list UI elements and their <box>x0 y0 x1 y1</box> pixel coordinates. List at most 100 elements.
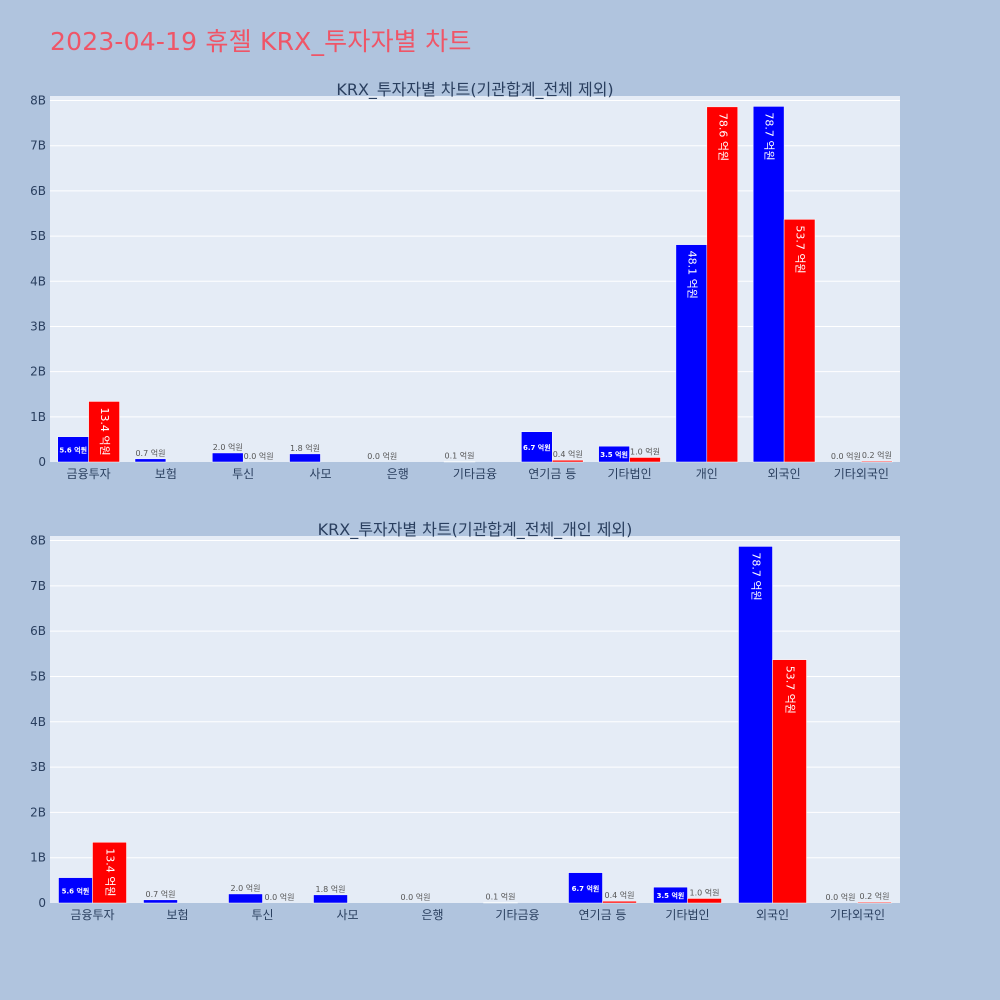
y-tick-label: 7B <box>30 579 46 593</box>
data-label: 5.6 억원 <box>59 445 87 454</box>
bar <box>653 886 688 904</box>
data-label: 0.4 억원 <box>605 890 635 900</box>
y-tick-label: 4B <box>30 715 46 729</box>
bar <box>134 458 167 463</box>
bar <box>706 106 738 463</box>
x-tick-label: 기타금융 <box>495 908 539 922</box>
data-label: 6.7 억원 <box>572 884 600 893</box>
x-tick-label: 보험 <box>166 908 188 922</box>
x-tick-label: 연기금 등 <box>579 908 627 922</box>
page-title: 2023-04-19 휴젤 KRX_투자자별 차트 <box>50 27 472 56</box>
data-label: 13.4 억원 <box>98 407 111 455</box>
y-tick-label: 1B <box>30 410 46 424</box>
bar <box>857 901 892 904</box>
y-tick-label: 5B <box>30 669 46 683</box>
bar <box>552 459 584 463</box>
data-label: 0.4 억원 <box>553 449 583 459</box>
chart-title: KRX_투자자별 차트(기관합계_전체_개인 제외) <box>318 520 633 540</box>
data-label: 6.7 억원 <box>523 443 551 452</box>
y-tick-label: 1B <box>30 851 46 865</box>
bar <box>143 899 178 904</box>
data-label: 78.7 억원 <box>750 552 763 600</box>
bar <box>58 877 93 904</box>
x-tick-label: 투신 <box>251 908 273 922</box>
y-tick-label: 7B <box>30 139 46 153</box>
bar <box>88 401 120 463</box>
x-tick-label: 금융투자 <box>67 467 111 481</box>
data-label: 13.4 억원 <box>104 848 117 896</box>
data-label: 53.7 억원 <box>784 666 797 714</box>
data-label: 0.0 억원 <box>367 451 397 461</box>
data-label: 3.5 억원 <box>600 450 628 459</box>
bar <box>212 452 244 463</box>
y-tick-label: 6B <box>30 184 46 198</box>
x-tick-label: 기타금융 <box>453 467 497 481</box>
y-tick-label: 8B <box>30 94 46 108</box>
data-label: 48.1 억원 <box>685 251 698 299</box>
bar <box>687 898 722 904</box>
y-tick-label: 0 <box>38 455 46 469</box>
data-label: 0.7 억원 <box>146 889 176 899</box>
data-label: 0.2 억원 <box>862 450 892 460</box>
data-label: 0.0 억원 <box>244 451 274 461</box>
data-label: 0.0 억원 <box>826 892 856 902</box>
data-label: 0.0 억원 <box>265 892 295 902</box>
bar <box>289 453 321 463</box>
bar <box>568 872 603 904</box>
data-label: 0.1 억원 <box>445 451 475 461</box>
x-tick-label: 보험 <box>155 467 177 481</box>
bar <box>521 431 553 463</box>
y-tick-label: 6B <box>30 624 46 638</box>
y-tick-label: 2B <box>30 805 46 819</box>
bar <box>629 457 661 463</box>
x-tick-label: 기타법인 <box>607 467 651 481</box>
data-label: 1.8 억원 <box>316 884 346 894</box>
x-tick-label: 은행 <box>421 907 443 922</box>
data-label: 5.6 억원 <box>62 886 90 895</box>
data-label: 2.0 억원 <box>213 442 243 452</box>
data-label: 78.6 억원 <box>716 113 729 161</box>
x-tick-label: 금융투자 <box>70 908 114 922</box>
x-tick-label: 기타외국인 <box>830 908 885 922</box>
data-label: 0.7 억원 <box>135 448 165 458</box>
data-label: 1.0 억원 <box>630 446 660 456</box>
data-label: 0.0 억원 <box>831 451 861 461</box>
x-tick-label: 사모 <box>309 467 331 481</box>
x-tick-label: 투신 <box>232 467 254 481</box>
y-tick-label: 5B <box>30 229 46 243</box>
bar <box>598 445 630 463</box>
data-label: 78.7 억원 <box>763 112 776 160</box>
data-label: 1.0 억원 <box>690 887 720 897</box>
data-label: 53.7 억원 <box>794 225 807 273</box>
x-tick-label: 사모 <box>336 908 358 922</box>
bar <box>92 842 127 904</box>
chart-top: KRX_투자자별 차트(기관합계_전체 제외) 0 1B 2B 3B 4B 5B 6B 7B 8B… <box>30 80 900 481</box>
data-label: 2.0 억원 <box>231 883 261 893</box>
x-tick-label: 기타법인 <box>665 908 709 922</box>
bar <box>228 893 263 904</box>
x-tick-label: 외국인 <box>768 467 801 481</box>
x-tick-label: 기타외국인 <box>834 467 889 481</box>
bar <box>738 546 773 904</box>
x-tick-label: 연기금 등 <box>528 467 576 481</box>
y-tick-label: 4B <box>30 274 46 288</box>
bar <box>57 436 89 463</box>
data-label: 0.0 억원 <box>401 892 431 902</box>
bar <box>602 900 637 904</box>
x-tick-label: 외국인 <box>756 908 789 922</box>
data-label: 3.5 억원 <box>657 891 685 900</box>
y-tick-label: 2B <box>30 365 46 379</box>
y-tick-label: 0 <box>38 896 46 910</box>
chart-title: KRX_투자자별 차트(기관합계_전체 제외) <box>336 80 613 100</box>
data-label: 0.1 억원 <box>486 892 516 902</box>
bar <box>675 244 708 463</box>
y-tick-label: 3B <box>30 319 46 333</box>
data-label: 1.8 억원 <box>290 443 320 453</box>
bar <box>772 659 807 904</box>
bar <box>752 106 785 463</box>
y-tick-label: 3B <box>30 760 46 774</box>
bar <box>861 460 893 463</box>
x-tick-label: 은행 <box>387 466 409 481</box>
bar <box>783 219 816 463</box>
